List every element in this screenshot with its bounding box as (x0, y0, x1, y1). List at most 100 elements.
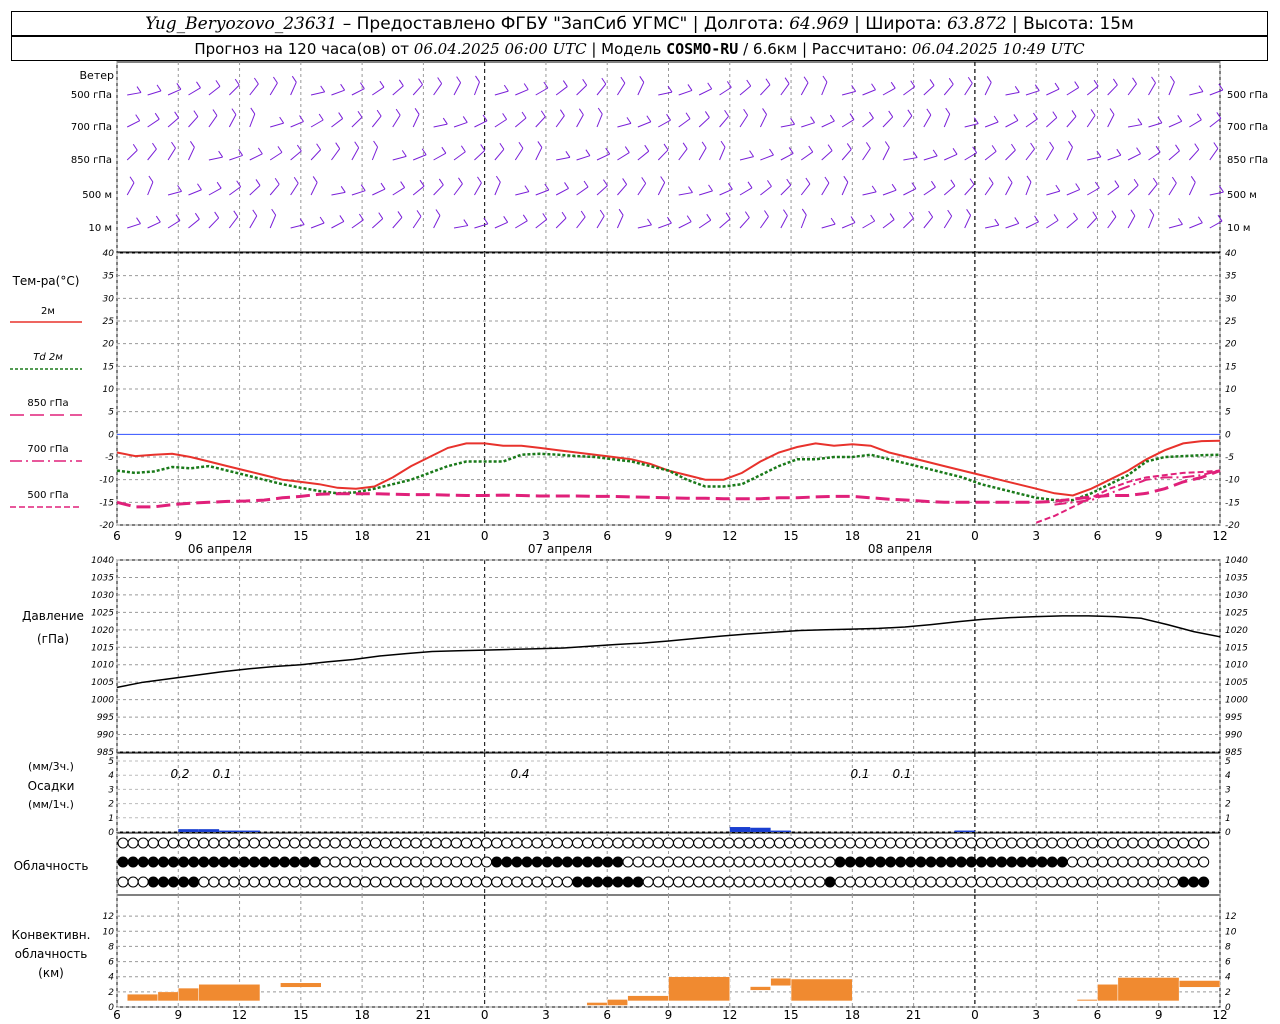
cloud-symbol (632, 837, 644, 849)
wind-barb-feather (1178, 218, 1183, 225)
wind-barb-feather (1014, 217, 1020, 224)
cloud-symbol (814, 837, 826, 849)
hour-tick-label: 15 (783, 1008, 798, 1022)
cloud-symbol (652, 876, 664, 888)
cloud-symbol (117, 876, 129, 888)
wind-barb (658, 222, 672, 229)
cloud-symbol (329, 876, 341, 888)
cloud-symbol (955, 837, 967, 849)
wind-barb (759, 114, 768, 128)
cloud-symbol (824, 856, 836, 868)
cloud-symbol (137, 856, 149, 868)
wind-barb (453, 151, 466, 161)
cloud-symbol (1198, 876, 1210, 888)
wind-barb (126, 182, 135, 196)
wind-barb (698, 117, 710, 128)
wind-barb-feather (762, 108, 767, 115)
wind-barb-feather (685, 112, 691, 120)
cloud-symbol (460, 876, 472, 888)
cloud-symbol (178, 856, 190, 868)
wind-barb-feather (582, 78, 588, 86)
cloud-symbol (804, 837, 816, 849)
pressure-title: Давление (22, 609, 84, 623)
wind-barb-feather (376, 109, 382, 117)
cloud-symbol (258, 837, 270, 849)
cloud-symbol (713, 856, 725, 868)
cloud-symbol (582, 856, 594, 868)
cloud-symbol (208, 856, 220, 868)
wind-barb (1127, 83, 1137, 96)
wind-barb (1189, 119, 1202, 128)
hour-tick-label: 0 (971, 1008, 979, 1022)
wind-barb-feather (743, 108, 749, 116)
cloud-symbol (1046, 856, 1058, 868)
conv-tick-left: 4 (108, 973, 114, 983)
cloud-symbol (1167, 876, 1179, 888)
wind-barb-feather (136, 86, 142, 93)
wind-barb (821, 150, 833, 161)
wind-barb-feather (537, 141, 543, 148)
cloud-symbol (228, 856, 240, 868)
cloud-symbol (602, 856, 614, 868)
wind-barb-feather (378, 212, 384, 219)
wind-barb (433, 215, 441, 229)
precip-total-3: 0.4 (510, 767, 530, 781)
wind-barb (698, 88, 712, 96)
wind-barb (351, 88, 365, 96)
wind-barb-feather (212, 109, 218, 116)
precip-total-4: 0.1 (850, 767, 870, 781)
cloud-symbol (1097, 837, 1109, 849)
cloud-symbol (1006, 856, 1018, 868)
conv-title-1: Конвективн. (11, 928, 91, 942)
wind-barb (596, 185, 608, 196)
cloud-symbol (299, 837, 311, 849)
wind-barb (494, 118, 507, 128)
hour-tick-label: 6 (113, 1008, 121, 1022)
hour-tick-label: 21 (906, 1008, 921, 1022)
cloud-symbol (137, 837, 149, 849)
wind-barb-feather (177, 185, 183, 192)
cloud-symbol (864, 837, 876, 849)
wind-barb-feather (926, 108, 932, 116)
cloud-symbol (551, 876, 563, 888)
cloud-symbol (784, 837, 796, 849)
cloud-symbol (763, 856, 775, 868)
cloud-symbol (299, 856, 311, 868)
conv-tick-left: 2 (108, 988, 114, 998)
wind-barb (1086, 85, 1099, 96)
wind-barb (494, 221, 508, 229)
wind-barb (147, 118, 160, 128)
wind-barb (964, 184, 975, 196)
conv-tick-right: 8 (1225, 942, 1231, 952)
wind-barb (1209, 191, 1224, 196)
wind-barb-feather (911, 182, 917, 189)
cloud-symbol (1157, 876, 1169, 888)
hour-tick-label: 12 (1212, 1008, 1227, 1022)
wind-barb (555, 86, 568, 96)
cloud-symbol (794, 876, 806, 888)
cloud-symbol (602, 837, 614, 849)
wind-barb-feather (869, 111, 874, 119)
press-tick-right: 1030 (1225, 591, 1248, 601)
cloud-symbol (531, 876, 543, 888)
wind-barb-feather (966, 209, 972, 216)
cloud-symbol (784, 876, 796, 888)
cloud-symbol (693, 856, 705, 868)
wind-barb (270, 122, 284, 128)
wind-barb (494, 90, 509, 96)
wind-barb (392, 155, 407, 161)
wind-barb (1005, 91, 1020, 96)
wind-barb-feather (1030, 142, 1035, 150)
model-resolution: / 6.6км (738, 39, 798, 58)
wind-barb-feather (1033, 112, 1038, 120)
wind-barb-feather (620, 76, 626, 84)
temp-series-3 (1054, 469, 1221, 506)
wind-barb-feather (1155, 145, 1161, 153)
wind-barb (903, 217, 914, 229)
wind-barb-feather (171, 141, 176, 149)
cloud-symbol (319, 856, 331, 868)
wind-barb-feather (605, 147, 611, 155)
wind-barb-feather (1132, 77, 1137, 85)
cloud-symbol (339, 856, 351, 868)
